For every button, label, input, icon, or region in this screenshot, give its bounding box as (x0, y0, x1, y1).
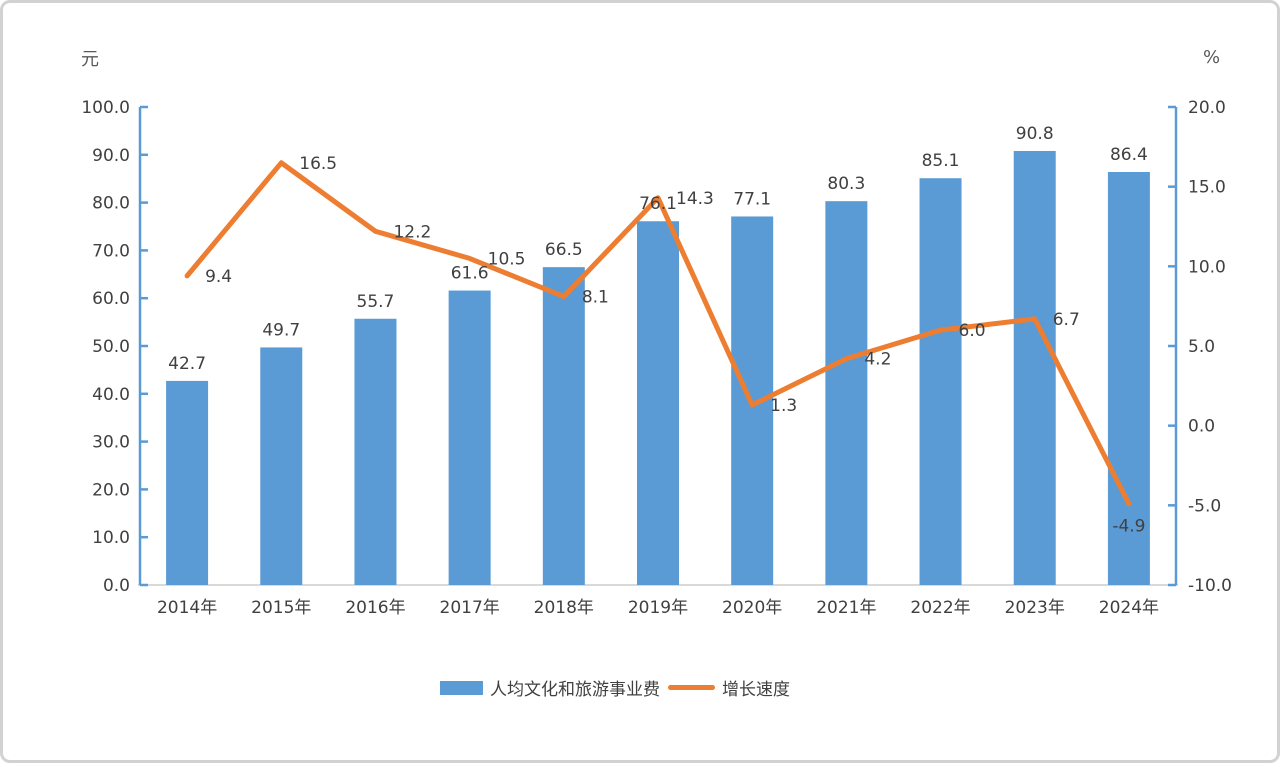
line-label-2020年: 1.3 (770, 396, 797, 416)
line-label-2021年: 4.2 (864, 350, 891, 370)
line-series-label: 增长速度 (722, 680, 790, 700)
bar-series-label: 人均文化和旅游事业费 (490, 680, 660, 700)
right-axis-title: % (1203, 47, 1221, 68)
right-axis-tick-label: 0.0 (1188, 417, 1215, 437)
right-axis-tick-label: 15.0 (1188, 178, 1226, 198)
x-axis-label-2016年: 2016年 (345, 598, 405, 618)
right-axis-tick-label: 20.0 (1188, 98, 1226, 118)
growth-line (184, 160, 1132, 507)
line-label-2018年: 8.1 (582, 288, 609, 308)
bar-2016年 (354, 318, 397, 585)
line-label-2017年: 10.5 (488, 249, 526, 269)
right-axis-tick-label: -5.0 (1188, 496, 1221, 516)
x-axis-label-2024年: 2024年 (1099, 598, 1159, 618)
bar-label-2014年: 42.7 (168, 354, 206, 374)
left-axis-tick-label: 30.0 (92, 433, 130, 453)
bar-label-2023年: 90.8 (1016, 124, 1054, 144)
line-label-2019年: 14.3 (676, 189, 714, 209)
x-axis-label-2014年: 2014年 (157, 598, 217, 618)
bar-label-2021年: 80.3 (827, 174, 865, 194)
left-axis-tick-label: 70.0 (92, 241, 130, 261)
legend-item-bar-series: 人均文化和旅游事业费 (440, 675, 660, 700)
x-axis-label-2017年: 2017年 (440, 598, 500, 618)
bar-label-2017年: 61.6 (451, 264, 489, 284)
bar-2023年 (1013, 150, 1056, 585)
left-axis-tick-label: 40.0 (92, 385, 130, 405)
bar-2022年 (919, 178, 962, 586)
left-axis-tick-label: 90.0 (92, 146, 130, 166)
bar-label-2018年: 66.5 (545, 240, 583, 260)
x-axis-label-2020年: 2020年 (722, 598, 782, 618)
bar-label-2019年: 76.1 (639, 194, 677, 214)
bar-2021年 (825, 201, 868, 585)
x-axis-label-2021年: 2021年 (816, 598, 876, 618)
right-axis-tick-label: 10.0 (1188, 257, 1226, 277)
bar-label-2022年: 85.1 (922, 151, 960, 171)
x-axis-label-2018年: 2018年 (534, 598, 594, 618)
bar-2015年 (260, 347, 303, 585)
bar-series-swatch-icon (440, 680, 483, 695)
x-axis-label-2019年: 2019年 (628, 598, 688, 618)
left-axis-tick-label: 20.0 (92, 480, 130, 500)
x-axis-label-2023年: 2023年 (1005, 598, 1065, 618)
line-label-2022年: 6.0 (959, 321, 986, 341)
bar-label-2016年: 55.7 (357, 292, 395, 312)
bar-label-2020年: 77.1 (733, 189, 771, 209)
right-axis-tick-label: -10.0 (1188, 576, 1232, 596)
bar-2014年 (166, 380, 209, 585)
right-axis-tick-label: 5.0 (1188, 337, 1215, 357)
left-axis-tick-label: 80.0 (92, 194, 130, 214)
line-label-2024年: -4.9 (1112, 517, 1145, 537)
line-label-2023年: 6.7 (1053, 310, 1080, 330)
legend-item-line-series: 增长速度 (668, 675, 790, 700)
left-axis-tick-label: 60.0 (92, 289, 130, 309)
chart-canvas: 0.0 10.0 20.0 30.0 40.0 50.0 60.0 70.0 80.0 90.0 1… (81, 98, 1232, 618)
bar-label-2015年: 49.7 (262, 320, 300, 340)
bar-2018年 (542, 267, 585, 585)
left-axis-tick-label: 0.0 (103, 576, 130, 596)
legend: 人均文化和旅游事业费 增长速度 (3, 675, 1252, 700)
line-label-2014年: 9.4 (205, 267, 232, 287)
bar-2017年 (448, 290, 491, 585)
left-axis-tick-label: 50.0 (92, 337, 130, 357)
line-series-swatch-icon (668, 685, 715, 690)
line-label-2015年: 16.5 (299, 154, 337, 174)
bar-label-2024年: 86.4 (1110, 145, 1148, 165)
left-axis-tick-label: 10.0 (92, 528, 130, 548)
left-axis-tick-label: 100.0 (81, 98, 130, 118)
bar-2019年 (637, 221, 679, 585)
line-label-2016年: 12.2 (393, 222, 431, 242)
x-axis-label-2015年: 2015年 (251, 598, 311, 618)
left-axis-title: 元 (81, 49, 99, 70)
x-axis-label-2022年: 2022年 (910, 598, 970, 618)
bar-2024年 (1107, 172, 1150, 585)
